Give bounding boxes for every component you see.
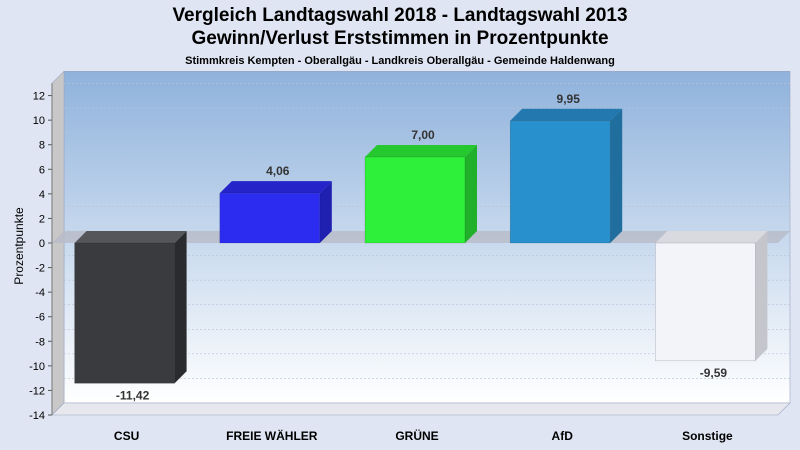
data-label-4: -9,59 <box>700 366 728 380</box>
bar-side-2 <box>465 145 477 243</box>
plot-area: 12 10 8 6 4 2 0 -2 -4 -6 -8 -10 -12 -14 -11,42 CSU 4,06 F… <box>29 70 791 443</box>
bar-side-4 <box>755 231 768 361</box>
y-tick-label: -6 <box>35 312 45 324</box>
bar-3 <box>509 120 611 244</box>
y-tick-label: 12 <box>33 91 45 103</box>
data-label-1: 4,06 <box>266 164 290 178</box>
data-label-0: -11,42 <box>116 388 150 402</box>
bar-top-4 <box>655 231 768 243</box>
y-tick-label: 4 <box>39 189 45 201</box>
data-label-2: 7,00 <box>411 128 435 142</box>
bar-side-1 <box>319 181 332 243</box>
y-tick-label: -10 <box>29 361 45 373</box>
bar-4 <box>655 242 756 362</box>
y-tick-label: 8 <box>39 140 45 152</box>
bar-1 <box>219 192 321 244</box>
bar-top-0 <box>74 231 187 243</box>
y-tick-label: -4 <box>35 287 45 299</box>
x-tick-label-2: GRÜNE <box>395 428 438 443</box>
floor <box>51 402 791 416</box>
y-tick-label: -14 <box>29 410 45 422</box>
y-tick-label: 6 <box>39 164 45 176</box>
bar-top-2 <box>365 145 477 158</box>
data-label-3: 9,95 <box>557 92 581 106</box>
bar-top-1 <box>219 181 332 194</box>
y-axis-label: Prozentpunkte <box>12 207 26 285</box>
chart-subtitle: Gewinn/Verlust Erststimmen in Prozentpun… <box>191 28 608 49</box>
x-tick-label-1: FREIE WÄHLER <box>226 428 318 443</box>
bar-side-3 <box>610 108 623 243</box>
chart-subsubtitle: Stimmkreis Kempten - Oberallgäu - Landkr… <box>185 55 615 67</box>
y-tick-label: 0 <box>39 238 45 250</box>
bar-0 <box>74 242 175 384</box>
x-tick-label-0: CSU <box>114 429 139 443</box>
bar-2 <box>364 156 466 244</box>
y-tick-label: 2 <box>39 213 45 225</box>
x-tick-label-3: AfD <box>552 429 574 443</box>
chart-title: Vergleich Landtagswahl 2018 - Landtagswa… <box>172 5 627 26</box>
y-tick-label: -2 <box>35 263 45 275</box>
y-tick-label: -8 <box>35 336 45 348</box>
y-tick-label: 10 <box>33 115 45 127</box>
bar-top-3 <box>510 108 623 121</box>
y-tick-label: -12 <box>29 385 45 397</box>
left-wall <box>51 70 65 416</box>
bar-side-0 <box>174 231 187 384</box>
x-tick-label-4: Sonstige <box>682 429 733 443</box>
